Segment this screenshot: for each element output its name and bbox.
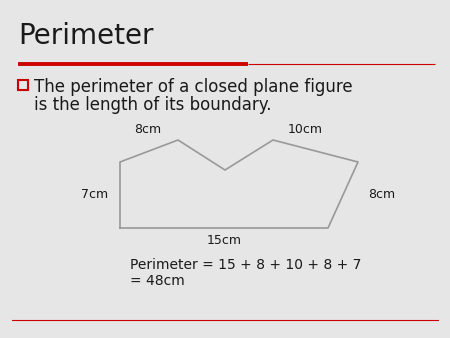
Text: = 48cm: = 48cm	[130, 274, 185, 288]
Text: 8cm: 8cm	[135, 123, 162, 136]
FancyBboxPatch shape	[18, 80, 28, 90]
Text: 7cm: 7cm	[81, 189, 108, 201]
Text: Perimeter: Perimeter	[18, 22, 153, 50]
Text: 10cm: 10cm	[288, 123, 323, 136]
Text: 15cm: 15cm	[207, 234, 242, 247]
Text: is the length of its boundary.: is the length of its boundary.	[34, 96, 271, 114]
Text: Perimeter = 15 + 8 + 10 + 8 + 7: Perimeter = 15 + 8 + 10 + 8 + 7	[130, 258, 361, 272]
Text: The perimeter of a closed plane figure: The perimeter of a closed plane figure	[34, 78, 353, 96]
Text: 8cm: 8cm	[368, 189, 395, 201]
